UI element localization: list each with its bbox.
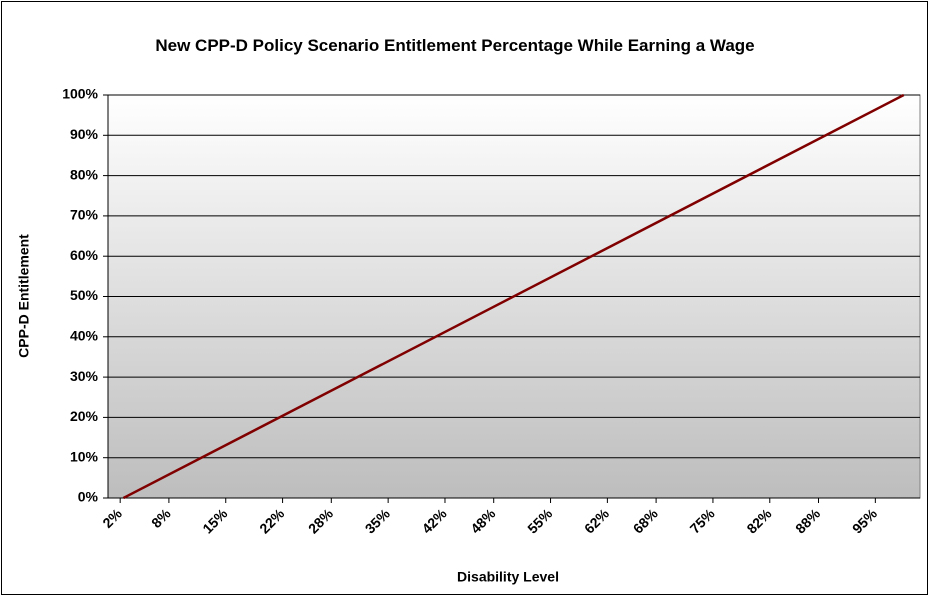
x-axis-label: Disability Level: [457, 569, 559, 585]
y-tick-label: 30%: [70, 368, 99, 384]
y-tick-label: 10%: [70, 448, 99, 464]
chart-title: New CPP-D Policy Scenario Entitlement Pe…: [155, 36, 755, 55]
y-tick-label: 80%: [70, 166, 99, 182]
y-tick-label: 90%: [70, 126, 99, 142]
y-tick-label: 40%: [70, 328, 99, 344]
y-tick-label: 20%: [70, 408, 99, 424]
y-tick-label: 60%: [70, 247, 99, 263]
y-tick-label: 100%: [62, 86, 98, 102]
y-axis-label: CPP-D Entitlement: [16, 234, 32, 358]
y-tick-label: 0%: [78, 489, 99, 505]
y-tick-label: 50%: [70, 287, 99, 303]
y-tick-label: 70%: [70, 207, 99, 223]
line-series: [122, 93, 905, 500]
